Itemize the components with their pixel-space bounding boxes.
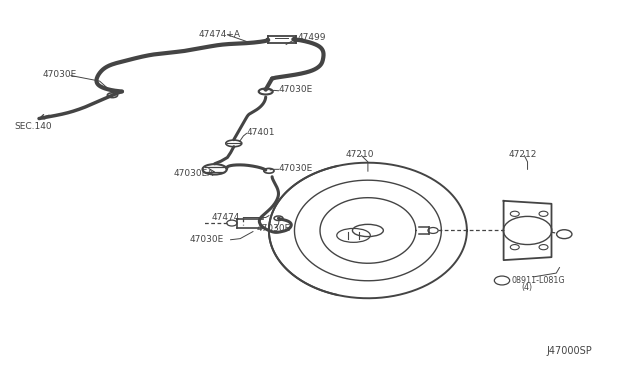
Text: 47030EA: 47030EA (173, 169, 214, 177)
Text: SEC.140: SEC.140 (15, 122, 52, 131)
Text: 47212: 47212 (508, 150, 537, 159)
Text: 47030E: 47030E (278, 85, 313, 94)
Text: 47030E: 47030E (256, 224, 291, 233)
Text: 47401: 47401 (246, 128, 275, 137)
Text: (4): (4) (521, 283, 532, 292)
Text: 47030E: 47030E (278, 164, 313, 173)
Text: 47474+A: 47474+A (198, 29, 241, 39)
Text: 47210: 47210 (346, 150, 374, 159)
Text: 47474: 47474 (211, 213, 240, 222)
Text: 47030E: 47030E (42, 70, 76, 79)
Text: J47000SP: J47000SP (547, 346, 593, 356)
Text: 47499: 47499 (298, 33, 326, 42)
Text: 08911-L081G: 08911-L081G (511, 276, 565, 285)
Text: 47030E: 47030E (189, 235, 223, 244)
